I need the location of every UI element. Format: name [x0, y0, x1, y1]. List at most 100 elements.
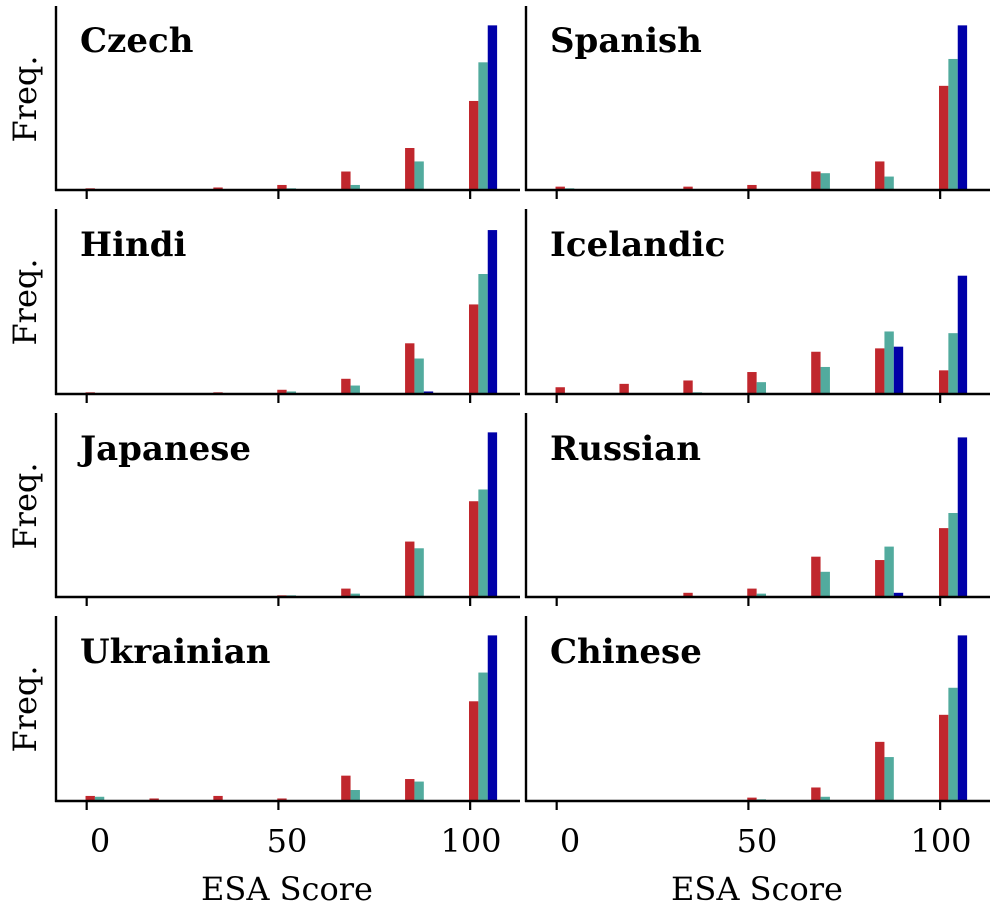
x-axis-label-left: ESA Score	[201, 870, 373, 908]
bar-icelandic-series_2-bin-5	[884, 331, 894, 394]
bar-chinese-series_2-bin-4	[820, 796, 830, 801]
bar-spanish-series_3-bin-6	[957, 25, 968, 190]
bar-japanese-series_2-bin-4	[350, 593, 360, 597]
x-tick-label-right-100: 100	[910, 822, 971, 860]
bar-russian-series_3-bin-6	[957, 437, 968, 597]
bar-icelandic-series_3-bin-5	[893, 346, 904, 394]
x-tick-label-left-0: 0	[90, 822, 110, 860]
x-axis-label-right: ESA Score	[671, 870, 843, 908]
bar-hindi-series_2-bin-3	[286, 391, 296, 394]
bar-icelandic-series_1-bin-0	[555, 387, 565, 394]
axes-layer	[54, 6, 990, 810]
y-axis-label-row-4: Freq.	[6, 665, 44, 752]
bar-spanish-series_2-bin-6	[948, 58, 958, 191]
panel-title-czech: Czech	[80, 21, 193, 61]
bar-ukrainian-series_2-bin-6	[478, 672, 488, 801]
bar-hindi-series_3-bin-6	[487, 230, 498, 394]
bar-russian-series_2-bin-5	[884, 546, 894, 597]
bar-hindi-series_2-bin-4	[350, 385, 360, 394]
bar-icelandic-series_1-bin-3	[747, 372, 757, 394]
bar-hindi-series_2-bin-6	[478, 274, 488, 394]
bar-hindi-series_3-bin-5	[423, 391, 434, 394]
bar-ukrainian-series_1-bin-3	[277, 798, 287, 801]
bar-spanish-series_1-bin-3	[747, 184, 757, 190]
bar-hindi-series_1-bin-3	[277, 389, 287, 394]
bar-ukrainian-series_2-bin-5	[414, 781, 424, 801]
bar-ukrainian-series_2-bin-4	[350, 790, 360, 801]
bar-russian-series_1-bin-4	[811, 556, 821, 597]
bar-icelandic-series_1-bin-5	[875, 348, 885, 394]
bar-chinese-series_2-bin-5	[884, 757, 894, 801]
bar-spanish-series_2-bin-5	[884, 176, 894, 190]
bar-russian-series_1-bin-3	[747, 588, 757, 597]
bar-icelandic-series_1-bin-6	[939, 370, 949, 394]
y-axis-label-row-2: Freq.	[6, 258, 44, 345]
bar-hindi-series_1-bin-5	[405, 343, 415, 394]
bar-russian-series_2-bin-4	[820, 571, 830, 597]
bar-chinese-series_2-bin-6	[948, 687, 958, 801]
bar-russian-series_2-bin-3	[756, 593, 766, 597]
bar-czech-series_3-bin-6	[487, 25, 498, 190]
bar-russian-series_1-bin-2	[683, 592, 693, 597]
bar-czech-series_1-bin-6	[469, 100, 479, 190]
bar-russian-series_3-bin-5	[893, 592, 904, 597]
bar-chinese-series_3-bin-6	[957, 635, 968, 801]
x-tick-label-left-50: 50	[267, 822, 308, 860]
bar-czech-series_1-bin-4	[341, 171, 351, 190]
bar-spanish-series_1-bin-6	[939, 85, 949, 190]
bar-japanese-series_1-bin-4	[341, 588, 351, 597]
bar-chinese-series_1-bin-4	[811, 787, 821, 801]
bar-chinese-series_1-bin-6	[939, 714, 949, 801]
bar-spanish-series_1-bin-2	[683, 186, 693, 190]
bar-russian-series_1-bin-5	[875, 560, 885, 597]
bar-hindi-series_1-bin-6	[469, 304, 479, 394]
bar-icelandic-series_1-bin-1	[619, 383, 629, 394]
y-axis-label-row-1: Freq.	[6, 55, 44, 142]
bar-japanese-series_2-bin-6	[478, 489, 488, 597]
bar-spanish-series_2-bin-4	[820, 173, 830, 190]
x-tick-label-right-50: 50	[737, 822, 778, 860]
bar-ukrainian-series_1-bin-2	[213, 795, 223, 801]
bar-spanish-series_1-bin-5	[875, 161, 885, 190]
bar-ukrainian-series_1-bin-6	[469, 701, 479, 801]
bar-japanese-series_3-bin-6	[487, 432, 498, 597]
panel-title-ukrainian: Ukrainian	[80, 632, 270, 672]
bar-icelandic-series_1-bin-4	[811, 351, 821, 394]
bar-russian-series_1-bin-6	[939, 528, 949, 597]
bar-icelandic-series_3-bin-6	[957, 275, 968, 394]
bar-spanish-series_1-bin-4	[811, 171, 821, 190]
x-tick-label-left-100: 100	[440, 822, 501, 860]
bar-czech-series_1-bin-5	[405, 148, 415, 190]
panel-title-russian: Russian	[550, 429, 701, 469]
bar-czech-series_2-bin-6	[478, 62, 488, 190]
bar-japanese-series_1-bin-6	[469, 501, 479, 597]
bar-chinese-series_1-bin-5	[875, 741, 885, 801]
bar-ukrainian-series_1-bin-5	[405, 779, 415, 801]
x-tick-label-right-0: 0	[560, 822, 580, 860]
bar-ukrainian-series_1-bin-4	[341, 775, 351, 801]
bar-ukrainian-series_1-bin-0	[85, 795, 95, 801]
bar-czech-series_2-bin-5	[414, 161, 424, 190]
y-axis-label-row-3: Freq.	[6, 462, 44, 549]
panel-title-spanish: Spanish	[550, 21, 702, 61]
bar-czech-series_1-bin-3	[277, 184, 287, 190]
bar-ukrainian-series_2-bin-0	[94, 796, 105, 801]
bar-ukrainian-series_1-bin-1	[149, 798, 159, 801]
bar-ukrainian-series_3-bin-6	[487, 635, 498, 801]
panel-title-icelandic: Icelandic	[550, 225, 725, 265]
bar-russian-series_2-bin-6	[948, 513, 958, 597]
bar-japanese-series_2-bin-5	[414, 548, 424, 597]
bar-icelandic-series_2-bin-6	[948, 333, 958, 394]
panel-title-japanese: Japanese	[77, 429, 251, 469]
bar-hindi-series_2-bin-5	[414, 358, 424, 394]
panel-title-chinese: Chinese	[550, 632, 702, 672]
bar-czech-series_1-bin-2	[213, 187, 223, 190]
bar-icelandic-series_2-bin-3	[756, 382, 766, 394]
bar-icelandic-series_2-bin-4	[820, 366, 830, 394]
bar-japanese-series_1-bin-5	[405, 541, 415, 597]
bar-czech-series_2-bin-4	[350, 184, 360, 190]
bar-icelandic-series_1-bin-2	[683, 380, 693, 394]
bar-hindi-series_1-bin-4	[341, 378, 351, 394]
